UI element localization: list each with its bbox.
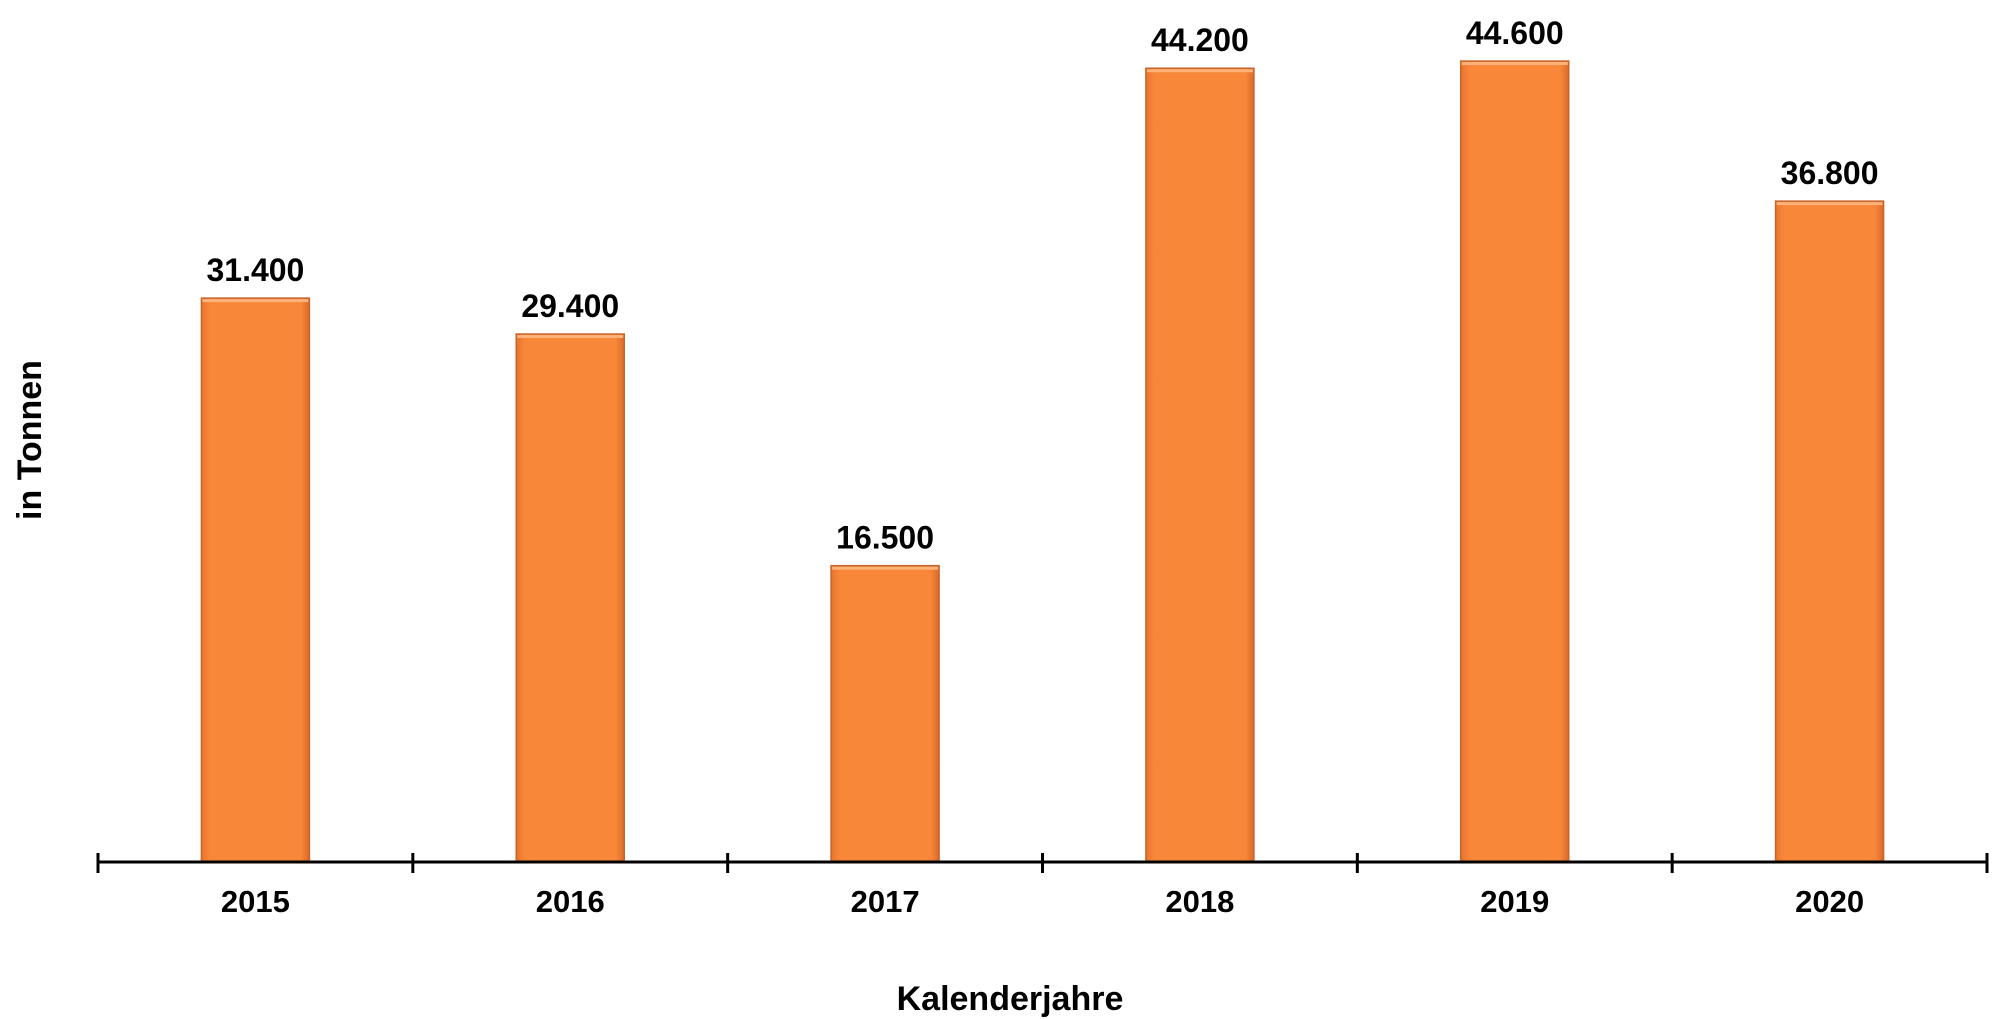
bar-highlight-2019: [1461, 62, 1568, 66]
data-label-2016: 29.400: [521, 288, 619, 324]
bar-2016: [515, 333, 625, 863]
data-label-2017: 16.500: [836, 520, 934, 556]
bar-2020: [1774, 200, 1885, 863]
data-label-2019: 44.600: [1466, 15, 1564, 51]
x-tick-label-2015: 2015: [221, 884, 290, 919]
bars-layer: [200, 60, 1885, 863]
x-axis-title: Kalenderjahre: [897, 980, 1124, 1018]
bar-highlight-2015: [202, 299, 309, 303]
x-tick-label-2018: 2018: [1165, 884, 1234, 919]
bar-2015: [200, 297, 311, 863]
data-label-2020: 36.800: [1781, 155, 1879, 191]
bar-highlight-2020: [1776, 202, 1883, 206]
bar-highlight-2018: [1146, 69, 1253, 73]
x-axis-tick-labels: 2015 2016 2017 2018 2019 2020: [221, 884, 1864, 919]
data-labels-layer: 31.400 29.400 16.500 44.200 44.600 36.800: [206, 15, 1878, 556]
bar-2018: [1145, 67, 1255, 863]
x-tick-label-2019: 2019: [1480, 884, 1549, 919]
data-label-2018: 44.200: [1151, 22, 1249, 58]
bar-2017: [830, 564, 940, 863]
x-axis-ticks: [96, 853, 1989, 873]
x-tick-label-2017: 2017: [851, 884, 920, 919]
data-label-2015: 31.400: [206, 252, 304, 288]
bar-highlight-2017: [832, 566, 939, 570]
y-axis-title: in Tonnen: [11, 360, 49, 520]
x-tick-label-2016: 2016: [536, 884, 605, 919]
bar-highlight-2016: [517, 335, 624, 339]
bar-2019: [1460, 60, 1570, 863]
x-tick-label-2020: 2020: [1795, 884, 1864, 919]
